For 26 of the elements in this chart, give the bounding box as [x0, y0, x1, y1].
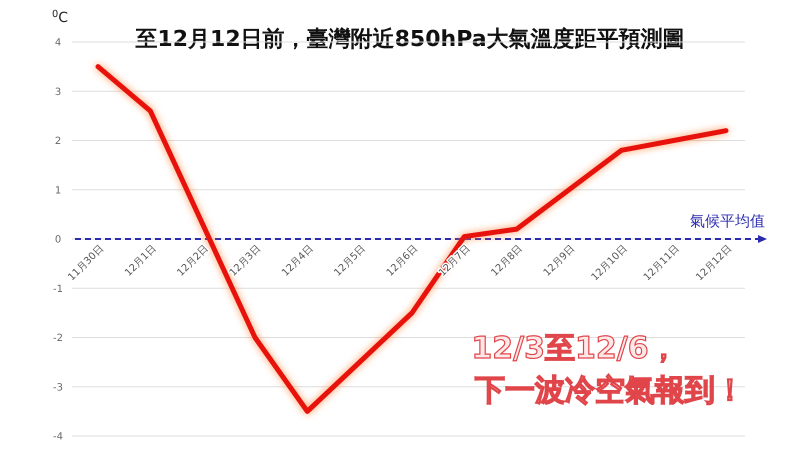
x-tick-label: 12月2日: [175, 243, 211, 279]
y-tick-label: 3: [54, 86, 62, 98]
x-tick-label: 12月8日: [489, 243, 525, 279]
y-tick-label: -3: [53, 382, 63, 394]
x-tick-label: 12月9日: [542, 243, 578, 279]
x-tick-label: 12月1日: [123, 243, 158, 279]
y-axis-title: $^{0}$C: [52, 8, 68, 26]
annotation: 下一波冷空氣報到！: [474, 373, 745, 408]
x-tick-label: 12月10日: [590, 243, 630, 284]
x-tick-label: 12月4日: [280, 243, 316, 279]
y-tick-label: 0: [54, 234, 62, 246]
y-tick-label: 4: [54, 38, 62, 48]
x-tick-label: 12月7日: [437, 243, 472, 279]
y-tick-label: 2: [54, 136, 62, 147]
y-tick-label: -2: [53, 333, 63, 344]
x-tick-label: 11月30日: [66, 243, 106, 284]
annotation: 12/3至12/6，: [471, 331, 679, 366]
x-tick-label: 12月11日: [642, 243, 682, 284]
y-tick-label: 1: [54, 185, 62, 196]
x-tick-label: 12月3日: [228, 243, 264, 279]
x-tick-label: 12月6日: [384, 243, 420, 279]
y-tick-label: -1: [53, 284, 63, 295]
y-tick-label: -4: [53, 432, 63, 442]
x-tick-label: 12月12日: [694, 243, 734, 284]
x-tick-label: 12月5日: [332, 243, 368, 279]
ref-line-label: 氣候平均值: [690, 212, 765, 230]
